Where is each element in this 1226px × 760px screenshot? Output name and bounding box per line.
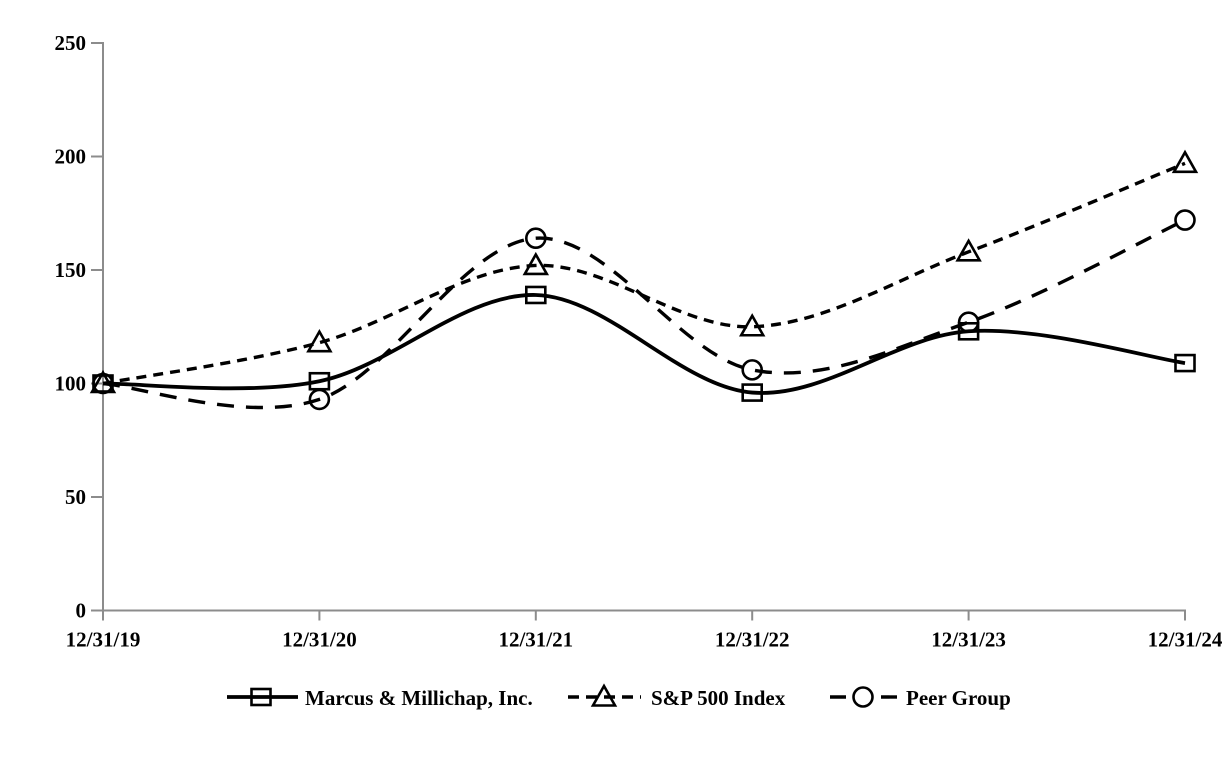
series-line-s-p-500-index <box>102 161 1186 386</box>
y-axis-tick-label: 50 <box>65 485 86 509</box>
circle-marker-peer-group-1 <box>308 388 331 411</box>
triangle-marker-legend-s-p-500-index <box>590 683 618 707</box>
square-marker-marcus-millichap-inc-4 <box>957 321 980 341</box>
triangle-marker-s-p-500-index-1 <box>306 328 333 353</box>
triangle-marker-s-p-500-index-3 <box>738 313 766 337</box>
y-axis-tick-label: 100 <box>55 372 87 396</box>
triangle-marker-s-p-500-index-5 <box>1171 149 1199 174</box>
legend-label-s-p-500-index: S&P 500 Index <box>651 686 786 710</box>
square-marker-marcus-millichap-inc-2 <box>524 285 547 305</box>
circle-marker-peer-group-5 <box>1174 209 1196 231</box>
series-line-marcus-millichap-inc <box>102 293 1186 395</box>
circle-marker-peer-group-2 <box>524 227 547 250</box>
circle-marker-peer-group-4 <box>957 311 980 334</box>
x-axis-tick-label: 12/31/20 <box>282 628 357 652</box>
square-marker-legend-marcus-millichap-inc <box>250 687 272 707</box>
legend-label-peer-group: Peer Group <box>906 686 1011 710</box>
triangle-marker-s-p-500-index-2 <box>522 251 550 276</box>
y-axis-tick-label: 250 <box>55 31 87 55</box>
y-axis-tick-label: 150 <box>55 258 87 282</box>
x-axis-tick-label: 12/31/19 <box>66 628 141 652</box>
series-line-peer-group <box>102 218 1186 410</box>
x-axis-tick-label: 12/31/22 <box>715 628 790 652</box>
x-axis-tick-label: 12/31/24 <box>1148 628 1223 652</box>
square-marker-marcus-millichap-inc-5 <box>1174 353 1196 373</box>
circle-marker-legend-peer-group <box>852 686 874 708</box>
y-axis-tick-label: 200 <box>55 145 87 169</box>
square-marker-marcus-millichap-inc-3 <box>741 383 764 402</box>
x-axis-tick-label: 12/31/23 <box>931 628 1006 652</box>
y-axis-tick-label: 0 <box>76 599 87 623</box>
legend-label-marcus-millichap-inc: Marcus & Millichap, Inc. <box>305 686 533 710</box>
circle-marker-peer-group-3 <box>741 359 764 381</box>
triangle-marker-s-p-500-index-4 <box>955 238 982 262</box>
circle-marker-peer-group-0 <box>92 372 114 395</box>
x-axis-tick-label: 12/31/21 <box>498 628 573 652</box>
